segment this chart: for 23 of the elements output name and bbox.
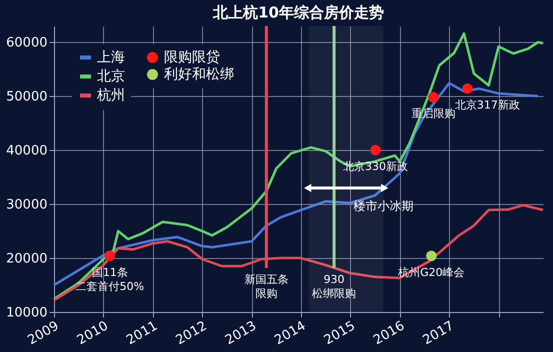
legend-label: 杭州 [96,88,125,104]
point [370,144,381,156]
point [428,92,439,102]
legend-label: 北京 [97,68,125,84]
point [104,250,116,262]
band-label: 楼市小冰期 [353,199,414,213]
y-tick-label: 30000 [6,198,48,213]
annotation: 北京317新政 [454,98,520,112]
point [426,250,437,262]
y-tick-label: 20000 [6,252,48,267]
y-tick-label: 50000 [6,90,48,105]
legend-label: 利好和松绑 [164,66,234,82]
ref-line-label: 新国五条限购 [244,273,288,300]
point [462,83,473,94]
line-series [52,32,544,300]
ref-line-label: 930松绑限购 [312,273,356,300]
y-tick-label: 40000 [6,144,48,159]
chart-title: 北上杭10年综合房价走势 [212,4,384,22]
legend-label: 限购限贷 [164,50,220,66]
legend-label: 上海 [97,50,125,66]
y-tick-label: 60000 [6,36,48,51]
annotation: 二套首付50% [76,280,144,293]
y-tick-label: 10000 [6,306,48,320]
